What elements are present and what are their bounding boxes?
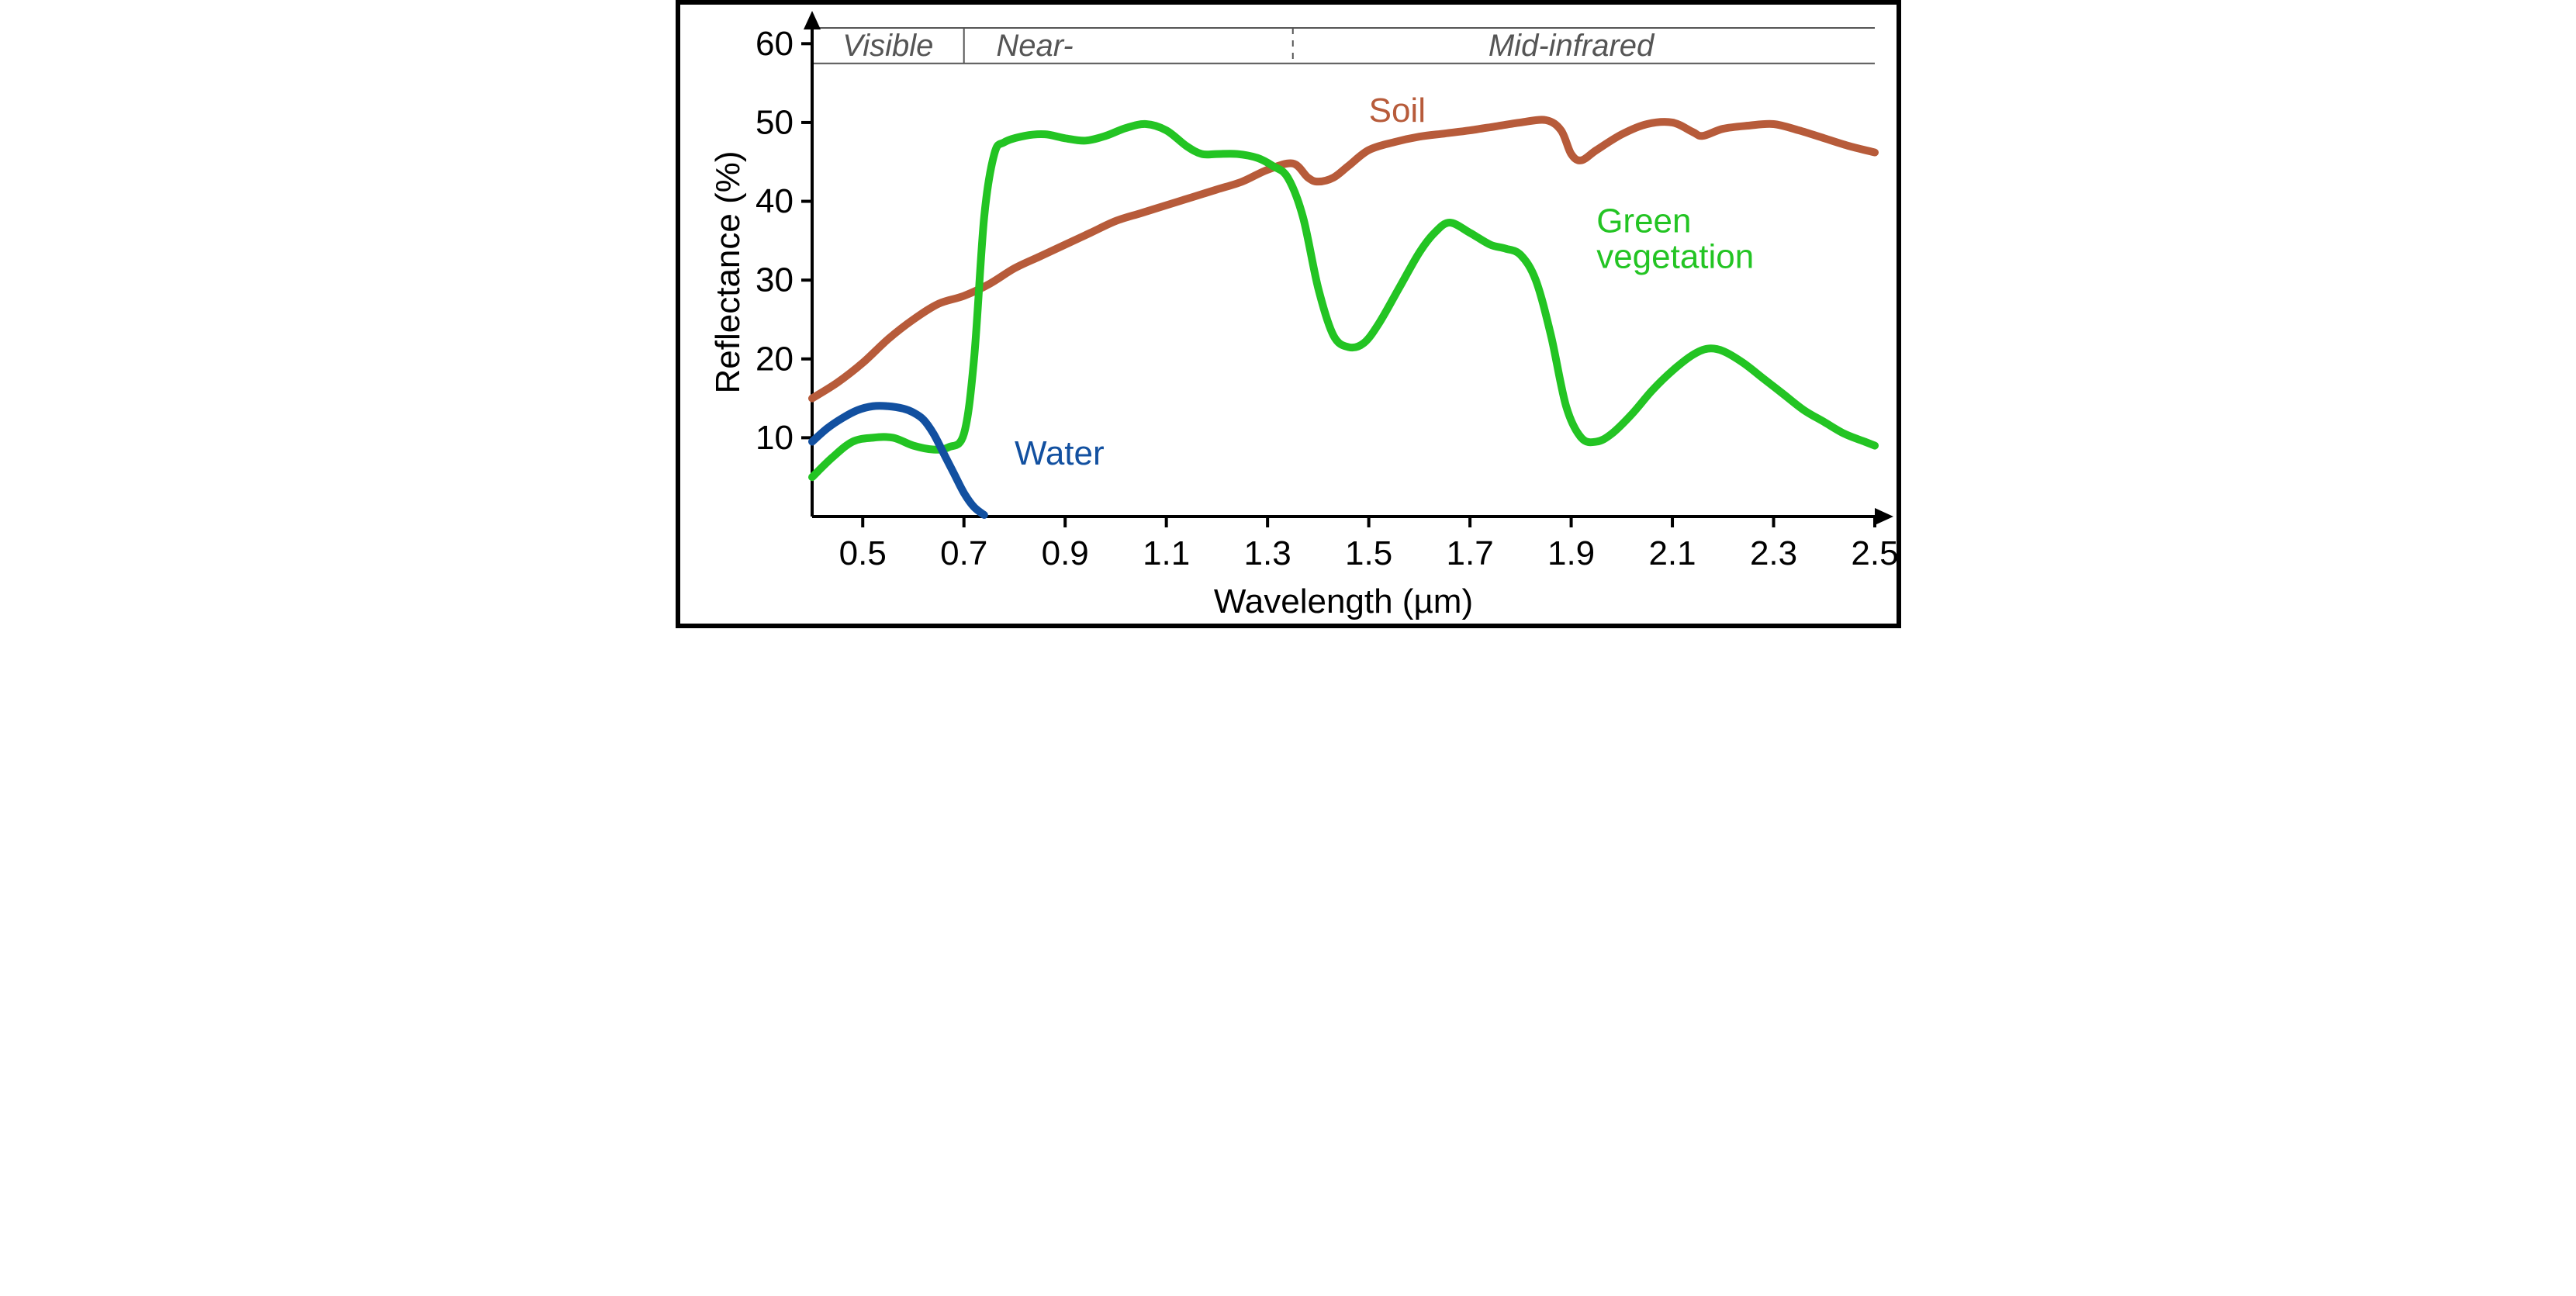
x-tick-label: 1.7: [1446, 534, 1493, 572]
series-label-soil: Soil: [1368, 92, 1425, 130]
chart-background: [680, 5, 1897, 624]
y-tick-label: 50: [756, 103, 794, 141]
x-tick-label: 0.7: [940, 534, 987, 572]
series-label-green_vegetation: vegetation: [1596, 238, 1754, 276]
region-label: Near-: [996, 29, 1073, 63]
x-tick-label: 0.5: [838, 534, 886, 572]
x-tick-label: 0.9: [1041, 534, 1088, 572]
y-tick-label: 40: [756, 182, 794, 220]
y-tick-label: 30: [756, 261, 794, 299]
region-label: Visible: [842, 29, 933, 63]
series-label-green_vegetation: Green: [1596, 202, 1691, 240]
x-tick-label: 1.9: [1547, 534, 1594, 572]
y-tick-label: 10: [756, 419, 794, 457]
x-tick-label: 2.1: [1648, 534, 1696, 572]
x-tick-label: 1.5: [1345, 534, 1392, 572]
x-tick-label: 1.3: [1243, 534, 1291, 572]
y-axis-label: Reflectance (%): [709, 150, 747, 393]
chart-frame: Visible Near- Mid-infrared 0.5 0.7 0.9 1.1 1.3 1…: [676, 0, 1901, 628]
region-label: Mid-infrared: [1488, 29, 1655, 63]
x-tick-label: 2.3: [1749, 534, 1796, 572]
series-label-water: Water: [1014, 434, 1104, 472]
y-tick-label: 20: [756, 340, 794, 378]
x-axis-label: Wavelength (µm): [1213, 582, 1472, 620]
x-tick-label: 2.5: [1851, 534, 1897, 572]
x-tick-label: 1.1: [1143, 534, 1190, 572]
y-tick-label: 60: [756, 25, 794, 63]
reflectance-chart: Visible Near- Mid-infrared 0.5 0.7 0.9 1.1 1.3 1…: [680, 5, 1897, 624]
